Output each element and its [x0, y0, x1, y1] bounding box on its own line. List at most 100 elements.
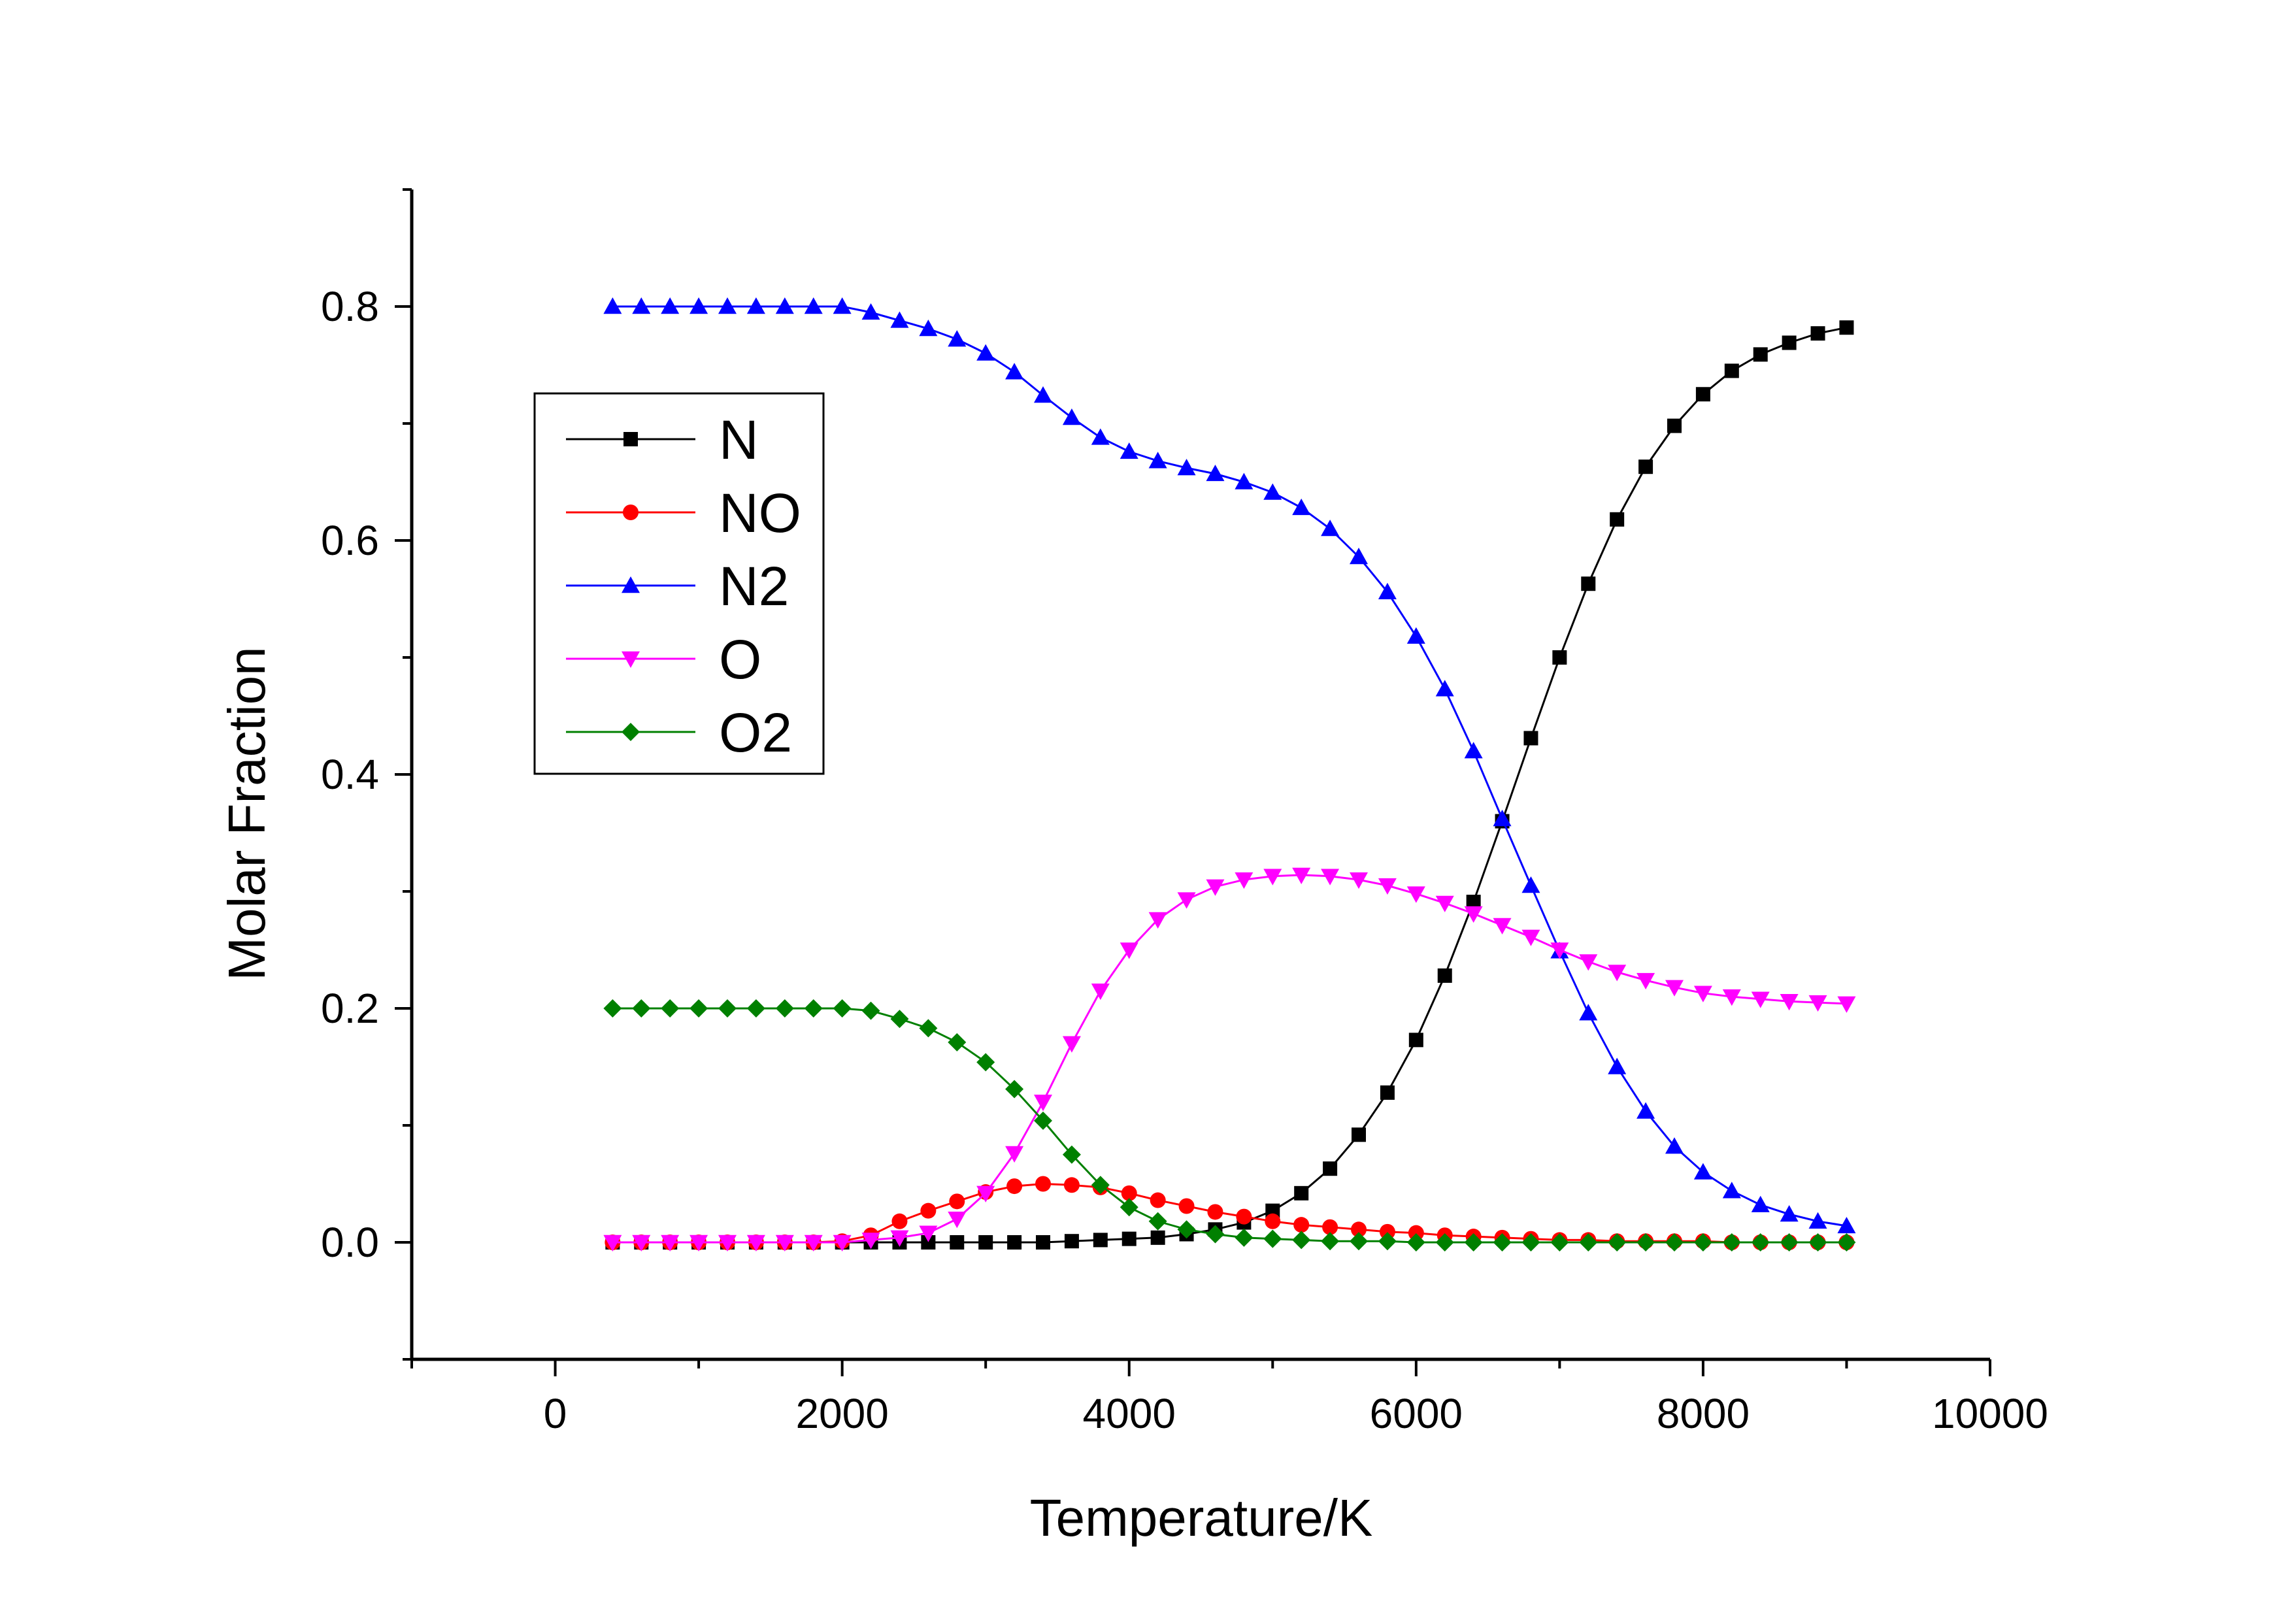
series-no	[605, 1176, 1855, 1250]
data-point-o	[661, 1235, 680, 1251]
data-point-o2	[1005, 1080, 1024, 1099]
legend-marker	[623, 505, 639, 520]
x-tick-label: 10000	[1932, 1390, 2048, 1437]
data-point-o	[1579, 954, 1598, 971]
data-point-o	[948, 1212, 967, 1229]
data-point-o	[1062, 1036, 1081, 1053]
data-point-o	[1550, 942, 1569, 959]
y-tick-label: 0.2	[321, 985, 379, 1032]
data-point-o	[1005, 1146, 1024, 1163]
y-tick-label: 0.0	[321, 1219, 379, 1266]
data-point-o	[1091, 983, 1110, 1001]
legend-label: N	[719, 409, 759, 471]
data-point-no	[1150, 1192, 1166, 1208]
data-point-o	[1263, 869, 1282, 886]
series-layer	[603, 297, 1856, 1251]
data-point-n2	[689, 297, 708, 314]
y-tick-label: 0.6	[321, 517, 379, 564]
data-point-o2	[1206, 1225, 1225, 1244]
data-point-n2	[1808, 1212, 1827, 1229]
data-point-n2	[1406, 627, 1425, 644]
data-point-o	[1665, 980, 1684, 997]
data-point-n	[1380, 1085, 1395, 1100]
data-point-n2	[1034, 386, 1052, 403]
data-point-o	[1235, 872, 1254, 889]
data-point-o2	[1406, 1233, 1425, 1251]
data-point-o2	[1292, 1231, 1311, 1250]
data-point-o	[1206, 879, 1225, 896]
data-point-o	[1464, 906, 1483, 923]
data-point-o	[1177, 892, 1196, 909]
data-point-o2	[1235, 1228, 1254, 1247]
data-point-n2	[1837, 1216, 1856, 1234]
x-axis-label: Temperature/K	[1030, 1489, 1373, 1547]
data-point-o2	[890, 1010, 909, 1029]
data-point-no	[1121, 1185, 1137, 1201]
data-point-o2	[1780, 1233, 1799, 1251]
data-point-o2	[1693, 1233, 1712, 1251]
data-point-n	[1352, 1127, 1366, 1142]
data-point-n	[950, 1235, 965, 1250]
data-point-o	[1120, 942, 1138, 959]
data-point-o2	[1579, 1233, 1598, 1251]
data-point-o2	[1493, 1233, 1512, 1251]
legend-entry-n2: N2	[566, 555, 789, 617]
data-point-o	[861, 1233, 880, 1250]
data-point-no	[891, 1213, 908, 1229]
data-point-o	[919, 1225, 938, 1242]
legend-entry-n: N	[566, 409, 759, 471]
legend-label: NO	[719, 482, 801, 544]
legend-label: N2	[719, 555, 789, 617]
data-point-n	[1523, 731, 1538, 746]
data-point-o2	[804, 999, 823, 1018]
legend-entry-no: NO	[566, 482, 801, 544]
data-point-o	[1378, 878, 1397, 895]
legend-entry-o2: O2	[566, 702, 792, 763]
series-line-no	[612, 1182, 1847, 1244]
legend-label: O2	[719, 702, 792, 763]
data-point-o	[804, 1235, 823, 1251]
data-point-o	[833, 1235, 852, 1251]
data-point-o2	[1091, 1176, 1110, 1195]
data-point-o	[746, 1235, 765, 1251]
data-point-n	[1323, 1161, 1338, 1176]
data-point-n2	[1235, 472, 1254, 489]
data-point-n2	[1665, 1137, 1684, 1154]
data-point-o2	[718, 999, 737, 1018]
data-point-o2	[1521, 1233, 1540, 1251]
data-point-no	[1322, 1219, 1338, 1235]
data-point-o	[1493, 918, 1512, 935]
data-point-n2	[1263, 483, 1282, 500]
data-point-n	[1810, 326, 1825, 341]
data-point-o2	[1435, 1233, 1454, 1251]
data-point-n2	[775, 297, 794, 314]
data-point-n	[1294, 1185, 1309, 1201]
data-point-n2	[1780, 1205, 1799, 1222]
legend: N NO N2 O O2	[533, 392, 825, 775]
y-axis-label: Molar Fraction	[218, 646, 276, 980]
data-point-n2	[833, 297, 852, 314]
data-point-o	[1780, 994, 1799, 1011]
data-point-o	[1148, 912, 1167, 929]
data-point-o2	[1263, 1229, 1282, 1248]
data-point-n2	[1177, 459, 1196, 476]
data-point-n2	[1350, 548, 1368, 565]
data-point-n2	[1636, 1102, 1655, 1119]
data-point-o2	[632, 999, 651, 1018]
data-point-no	[1207, 1204, 1223, 1220]
data-point-n2	[746, 297, 765, 314]
data-point-o2	[1722, 1233, 1741, 1251]
data-point-o2	[1751, 1233, 1770, 1251]
data-point-n2	[919, 320, 938, 337]
data-point-n	[1724, 363, 1739, 378]
data-point-o2	[1350, 1232, 1368, 1251]
data-point-o	[1722, 989, 1741, 1006]
series-o2	[603, 999, 1856, 1251]
data-point-o2	[1608, 1233, 1627, 1251]
data-point-n2	[661, 297, 680, 314]
data-point-n	[1408, 1033, 1423, 1048]
series-line-o2	[612, 1007, 1847, 1244]
legend-marker	[623, 432, 638, 446]
data-point-o2	[1550, 1233, 1569, 1251]
